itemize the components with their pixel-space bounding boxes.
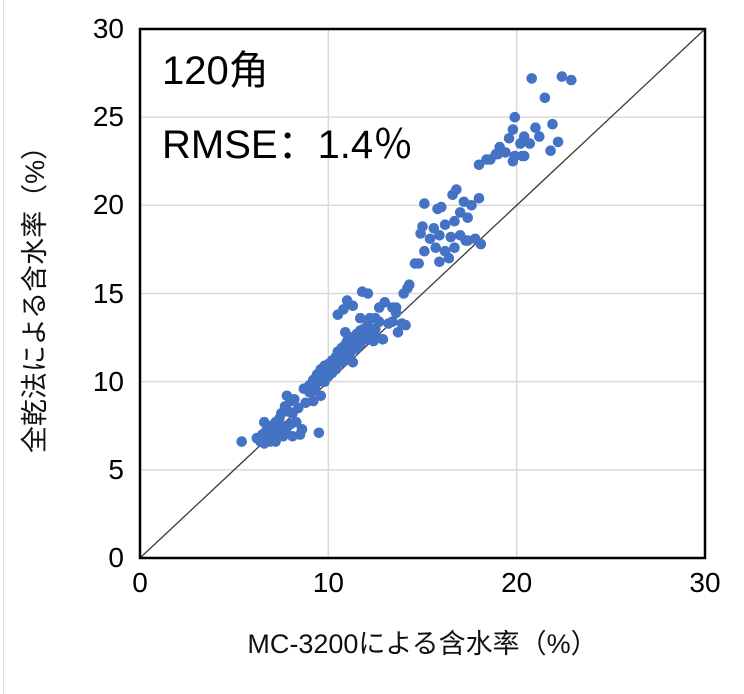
data-point [289,394,300,405]
data-point [424,233,436,245]
y-axis-title: 全乾法による含水率（%） [20,132,50,454]
data-point [445,231,457,243]
data-point [503,133,515,144]
data-point [313,427,325,439]
data-point [439,219,451,230]
data-point [362,288,374,299]
data-point [434,256,445,268]
data-point [475,238,487,250]
data-point [291,416,302,428]
data-point [377,334,389,345]
data-point [419,245,430,257]
data-point [292,402,304,414]
data-point [340,327,351,338]
data-point [547,118,558,130]
y-tick-label: 0 [108,542,124,573]
data-point [509,111,521,123]
data-point [392,327,404,338]
data-point [390,302,402,313]
data-point [462,212,474,223]
data-point [545,145,556,156]
data-point [509,150,521,162]
data-point [419,198,430,209]
data-point [530,122,541,133]
data-point [449,215,460,227]
x-tick-label: 0 [132,567,148,598]
x-tick-label: 10 [312,567,344,598]
data-point [473,193,485,204]
y-tick-label: 15 [92,277,124,309]
data-point [417,221,428,232]
identity-line [139,28,706,559]
data-point [473,159,485,171]
data-point [526,73,537,84]
x-tick-label: 20 [501,567,533,598]
data-point [524,138,536,149]
y-tick-label: 5 [108,453,124,485]
y-tick-label: 25 [92,101,124,133]
data-point [466,200,477,211]
data-point [308,395,319,407]
data-point [387,316,398,328]
data-point [315,390,327,402]
data-point [500,147,511,158]
y-tick-label: 30 [92,13,124,44]
data-point [451,184,462,195]
x-tick-label: 30 [689,567,721,598]
y-tick-label: 10 [92,365,124,397]
data-point [539,92,551,104]
data-point [338,304,349,315]
chart-frame-edge [3,0,4,694]
data-point [534,131,545,142]
x-axis-title: MC-3200による含水率（%） [247,629,598,659]
data-point [296,424,308,435]
annotation-rmse: RMSE：1.4％ [162,123,414,167]
data-point [347,300,359,312]
plot-frame [138,27,707,560]
data-point [507,124,519,135]
data-point [443,252,455,264]
data-point [436,201,447,213]
data-point [379,297,391,308]
data-point [552,136,564,148]
data-point [396,318,408,329]
data-point [430,242,442,253]
data-point [566,74,577,86]
data-point [404,279,415,291]
data-point [347,357,359,368]
data-point [518,150,530,162]
data-point [413,258,425,269]
data-point [434,230,445,241]
annotation-timber-size: 120角 [162,49,269,93]
data-point [355,312,366,324]
data-point [236,436,247,447]
data-point [454,207,466,218]
data-point [364,312,376,324]
data-point [556,71,568,82]
y-tick-label: 20 [92,189,124,221]
data-point [449,242,460,253]
